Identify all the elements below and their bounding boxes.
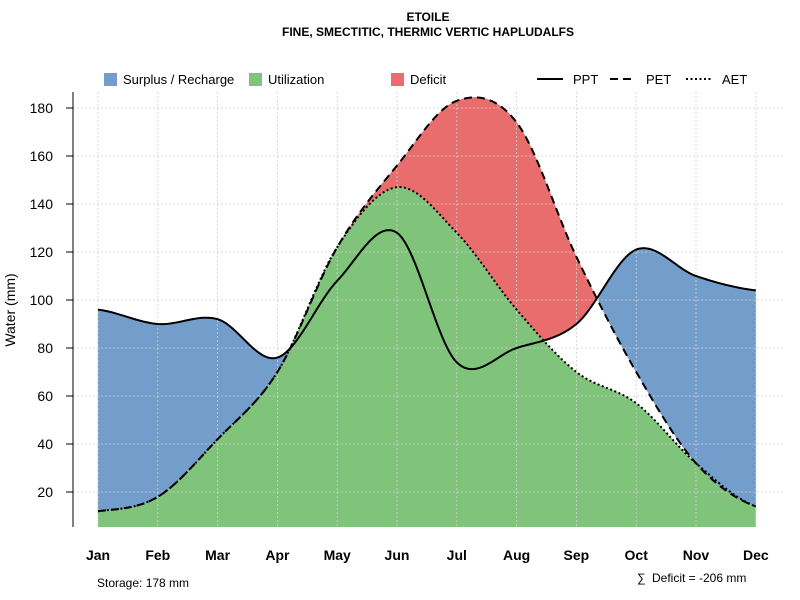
x-tick-label: Dec — [743, 547, 769, 563]
utilization-area — [98, 187, 756, 528]
y-tick-label: 60 — [37, 388, 53, 404]
area-fills — [97, 97, 757, 528]
legend: Surplus / Recharge Utilization Deficit PPT P… — [104, 72, 747, 87]
series-aet-line — [97, 186, 757, 513]
chart-title: ETOILE — [406, 10, 449, 24]
series-ppt-line — [97, 229, 756, 371]
y-axis-label: Water (mm) — [2, 273, 18, 346]
legend-label-2: Deficit — [410, 72, 447, 87]
legend-label-4: PET — [646, 72, 671, 87]
y-tick-label: 120 — [30, 244, 54, 260]
x-tick-label: Mar — [205, 547, 230, 563]
y-tick-label: 80 — [37, 340, 53, 356]
legend-swatch-2 — [391, 73, 404, 86]
x-tick-label: Jan — [86, 547, 110, 563]
x-tick-label: May — [324, 547, 351, 563]
legend-label-5: AET — [722, 72, 747, 87]
storage-note: Storage: 178 mm — [97, 576, 189, 590]
legend-swatch-0 — [104, 73, 117, 86]
legend-label-3: PPT — [573, 72, 598, 87]
y-tick-label: 140 — [30, 196, 54, 212]
y-tick-label: 160 — [30, 148, 54, 164]
y-tick-label: 40 — [37, 436, 53, 452]
x-tick-label: Jul — [447, 547, 467, 563]
x-tick-label: Jun — [385, 547, 410, 563]
legend-label-1: Utilization — [268, 72, 324, 87]
series-lines — [97, 96, 757, 513]
axes: 20 40 60 80 100 120 140 160 180 Jan Feb Mar Apr May Ju… — [30, 92, 769, 563]
y-tick-label: 100 — [30, 292, 54, 308]
legend-label-0: Surplus / Recharge — [123, 72, 234, 87]
legend-swatch-1 — [249, 73, 262, 86]
deficit-note: Deficit = -206 mm — [652, 571, 746, 585]
x-tick-label: Feb — [145, 547, 170, 563]
x-tick-label: Oct — [625, 547, 649, 563]
x-tick-label: Apr — [265, 547, 290, 563]
x-tick-label: Aug — [503, 547, 530, 563]
x-tick-label: Sep — [564, 547, 590, 563]
y-tick-label: 180 — [30, 100, 54, 116]
y-tick-label: 20 — [37, 484, 53, 500]
x-tick-label: Nov — [683, 547, 710, 563]
sum-icon: ∑ — [637, 571, 646, 585]
chart-subtitle: FINE, SMECTITIC, THERMIC VERTIC HAPLUDAL… — [282, 25, 574, 39]
